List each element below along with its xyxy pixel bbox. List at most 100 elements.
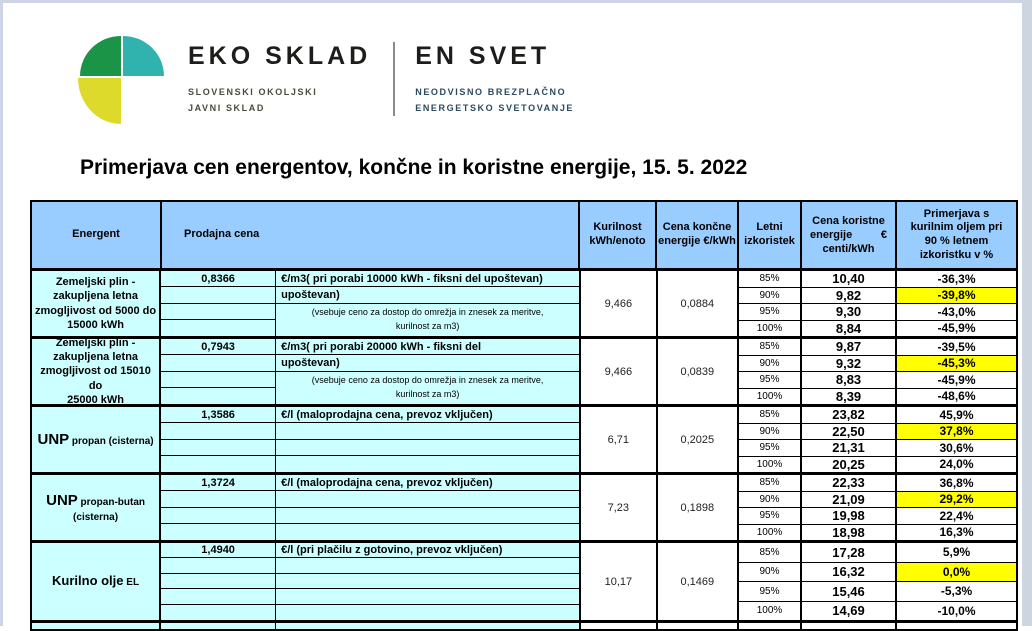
empty-cell xyxy=(161,423,277,440)
izkoristek-cell: 95% xyxy=(739,582,803,601)
table-row-group-unp-propan-butan: UNP propan-butan (cisterna) 1,3724 €/l (… xyxy=(32,475,1017,543)
empty-cell xyxy=(276,455,580,472)
cena-koncne-cell: 0,0839 xyxy=(658,339,740,404)
izkoristek-cell: 100% xyxy=(739,524,803,540)
izkoristek-cell: 90% xyxy=(739,491,803,507)
empty-cell xyxy=(161,439,277,456)
empty-cell xyxy=(276,491,580,508)
price-unit-cell: €/l (pri plačilu z gotovino, prevoz vklj… xyxy=(276,543,580,559)
eko-sklad-logo-icon xyxy=(78,26,174,124)
cena-koristne-cell: 10,40 xyxy=(802,271,898,287)
izkoristek-cell: 100% xyxy=(739,388,803,404)
primerjava-cell-highlighted: -45,3% xyxy=(897,355,1017,371)
table-row-group-partial xyxy=(32,623,1016,629)
price-cell: 0,7943 xyxy=(161,339,277,356)
logo-yellow-quarter-icon xyxy=(78,78,121,124)
izkoristek-cell: 85% xyxy=(739,543,803,562)
empty-cell xyxy=(276,558,580,574)
empty-cell xyxy=(161,558,277,574)
empty-cell xyxy=(161,388,277,404)
empty-cell xyxy=(276,623,580,629)
izkoristek-cell: 90% xyxy=(739,287,803,303)
brand-eko-sklad: EKO SKLAD SLOVENSKI OKOLJSKI JAVNI SKLAD xyxy=(188,26,371,117)
empty-cell xyxy=(161,491,277,508)
izkoristek-cell: 85% xyxy=(739,407,803,423)
primerjava-cell: 36,8% xyxy=(939,475,974,490)
empty-cell xyxy=(161,320,277,336)
header-cena-koristne-line2a: energije xyxy=(810,228,853,241)
brand-sub-eko-sklad: SLOVENSKI OKOLJSKI JAVNI SKLAD xyxy=(188,87,318,113)
table-row-group-unp-propan: UNP propan (cisterna) 1,3586 €/l (malopr… xyxy=(32,407,1017,475)
cena-koristne-cell: 15,46 xyxy=(802,582,898,601)
izkoristek-cell: 95% xyxy=(739,440,803,456)
energent-name-big: UNP xyxy=(46,491,78,509)
izkoristek-cell: 90% xyxy=(739,423,803,439)
price-unit-overflow-cell: upoštevan) xyxy=(276,287,580,304)
primerjava-cell: -48,6% xyxy=(937,389,976,404)
price-note-cell: (vsebuje ceno za dostop do omrežja in zn… xyxy=(276,371,580,404)
cena-koncne-cell: 0,1469 xyxy=(658,543,740,620)
cena-koristne-cell: 22,50 xyxy=(802,423,898,439)
header-cena-koristne-line3: centi/kWh xyxy=(822,243,875,256)
izkoristek-cell: 100% xyxy=(739,320,803,336)
primerjava-cell: 16,3% xyxy=(939,525,974,540)
cena-koristne-cell: 18,98 xyxy=(802,524,898,540)
primerjava-cell: -43,0% xyxy=(937,304,976,319)
primerjava-cell: 5,9% xyxy=(942,545,971,560)
energent-name-big: UNP xyxy=(37,430,70,448)
empty-cell xyxy=(276,439,580,456)
primerjava-cell: 22,4% xyxy=(939,508,974,523)
empty-cell xyxy=(276,423,580,440)
cena-koristne-cell: 17,28 xyxy=(802,543,898,562)
cena-koristne-cell: 16,32 xyxy=(802,562,898,581)
empty-cell xyxy=(276,589,580,605)
price-cell: 1,4940 xyxy=(161,543,277,559)
window-frame-top xyxy=(0,0,1032,3)
izkoristek-cell: 100% xyxy=(739,601,803,620)
kurilnost-cell: 6,71 xyxy=(581,407,658,472)
price-cell: 1,3586 xyxy=(161,407,277,424)
cena-koncne-cell: 0,2025 xyxy=(658,407,740,472)
empty-cell xyxy=(161,303,277,321)
energent-cell xyxy=(32,623,162,629)
primerjava-cell: -39,5% xyxy=(937,339,976,354)
cena-koncne-cell xyxy=(658,623,740,629)
price-cell: 1,3724 xyxy=(161,475,277,492)
kurilnost-cell: 7,23 xyxy=(581,475,658,540)
primerjava-cell: -45,9% xyxy=(937,372,976,387)
price-note-cell: (vsebuje ceno za dostop do omrežja in zn… xyxy=(276,303,580,336)
cena-koristne-cell: 9,82 xyxy=(802,287,898,303)
izkoristek-cell: 90% xyxy=(739,355,803,371)
kurilnost-cell: 9,466 xyxy=(581,271,658,336)
empty-cell xyxy=(161,355,277,372)
empty-cell xyxy=(161,455,277,472)
header-cena-koristne: Cena koristne energije € centi/kWh xyxy=(802,202,897,268)
header-primerjava: Primerjava s kurilnim oljem pri 90 % let… xyxy=(910,207,1003,261)
primerjava-cell: -10,0% xyxy=(937,603,976,618)
cena-koristne-cell: 8,83 xyxy=(802,372,898,388)
izkoristek-cell: 95% xyxy=(739,508,803,524)
izkoristek-cell: 85% xyxy=(739,339,803,355)
energent-cell: Zemeljski plin - zakupljena letna zmoglj… xyxy=(32,271,162,336)
empty-cell xyxy=(161,589,277,605)
empty-cell xyxy=(161,371,277,389)
header-energent: Energent xyxy=(32,202,162,268)
energent-name-small: propan-butan (cisterna) xyxy=(73,496,145,524)
energent-cell: Zemeljski plin - zakupljena letna zmoglj… xyxy=(32,337,162,406)
primerjava-cell: -36,3% xyxy=(937,271,976,286)
cena-koristne-cell: 9,32 xyxy=(802,355,898,371)
price-comparison-table: Energent Prodajna cena Kurilnost kWh/eno… xyxy=(30,200,1018,631)
primerjava-cell xyxy=(897,623,1016,629)
primerjava-cell: 45,9% xyxy=(939,407,974,422)
brand-name-eko-sklad: EKO SKLAD xyxy=(188,42,372,70)
table-row-group-zemeljski-plin-5000-15000: Zemeljski plin - zakupljena letna zmoglj… xyxy=(32,271,1017,339)
energent-name-small: propan (cisterna) xyxy=(69,435,154,447)
cena-koristne-cell: 14,69 xyxy=(802,601,898,620)
izkoristek-cell xyxy=(739,623,803,629)
cena-koristne-cell: 9,87 xyxy=(802,339,898,355)
cena-koristne-cell: 22,33 xyxy=(802,475,898,491)
empty-cell xyxy=(161,523,277,540)
izkoristek-cell: 90% xyxy=(739,562,803,581)
brand-name-en-svet: EN SVET xyxy=(415,42,551,70)
price-unit-overflow-cell: upoštevan) xyxy=(276,355,580,372)
